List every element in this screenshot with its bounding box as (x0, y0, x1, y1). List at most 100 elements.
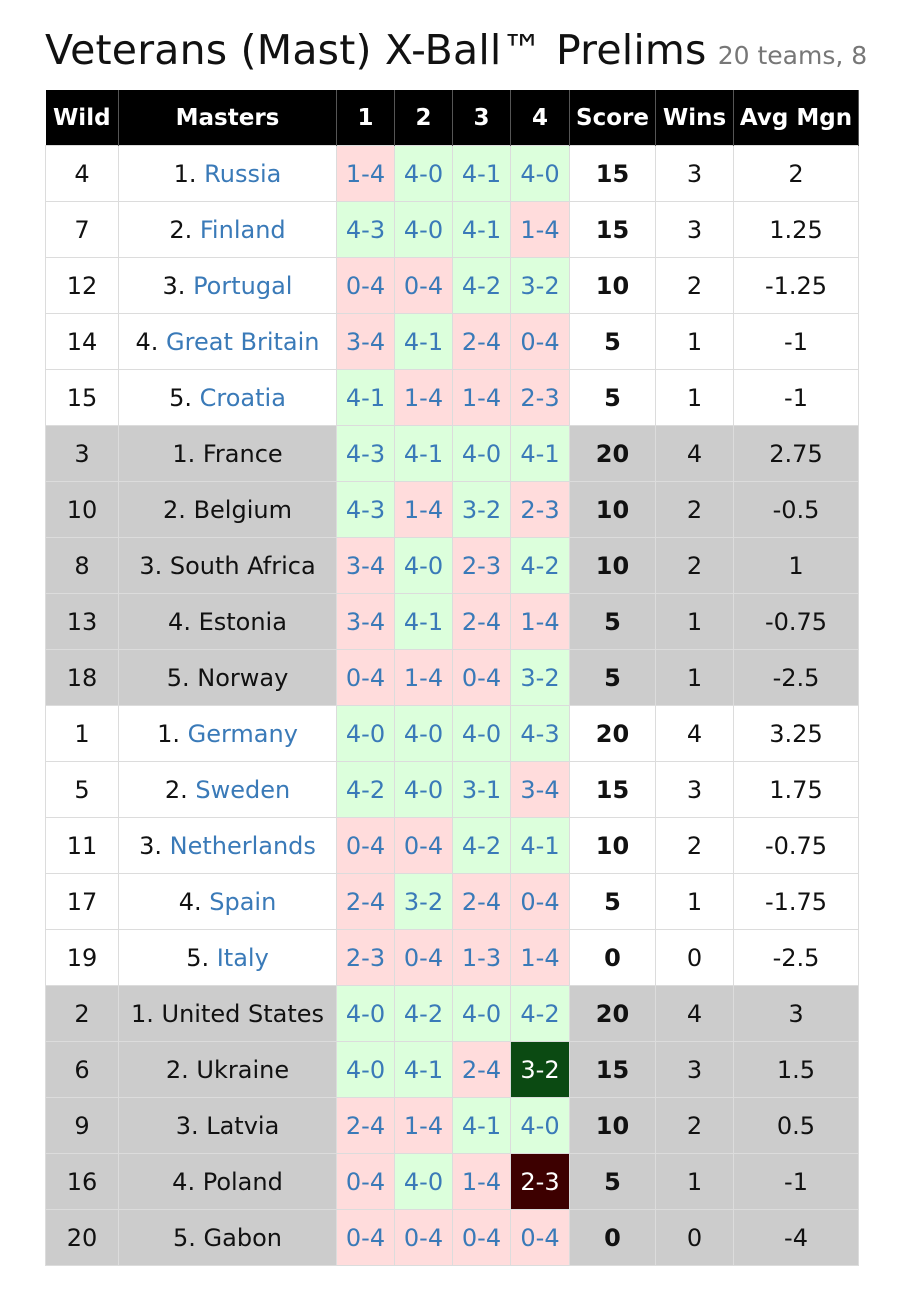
game-result-cell[interactable]: 2-4 (336, 873, 395, 930)
game-result-cell[interactable]: 2-4 (452, 873, 511, 930)
game-result-cell[interactable]: 1-4 (510, 593, 570, 650)
game-result-cell[interactable]: 3-2 (452, 481, 511, 538)
team-link[interactable]: Germany (187, 719, 298, 748)
col-header-avg-margin[interactable]: Avg Mgn (733, 90, 859, 146)
game-result-cell[interactable]: 0-4 (336, 257, 395, 314)
game-result-cell[interactable]: 4-1 (394, 1041, 453, 1098)
game-result-cell[interactable]: 4-3 (336, 201, 395, 258)
game-result-cell[interactable]: 4-2 (336, 761, 395, 818)
game-result-cell[interactable]: 3-2 (510, 649, 570, 706)
team-link[interactable]: Russia (204, 159, 282, 188)
game-result-cell[interactable]: 4-0 (394, 1153, 453, 1210)
game-result-cell[interactable]: 4-2 (452, 257, 511, 314)
game-result-cell[interactable]: 0-4 (394, 929, 453, 986)
game-result-cell[interactable]: 2-3 (510, 1153, 570, 1210)
game-result-cell[interactable]: 1-4 (336, 145, 395, 202)
game-result-cell[interactable]: 4-1 (452, 1097, 511, 1154)
game-result-cell[interactable]: 2-4 (452, 313, 511, 370)
game-result-cell[interactable]: 4-1 (394, 425, 453, 482)
game-result-cell[interactable]: 4-3 (336, 425, 395, 482)
game-result-cell[interactable]: 4-2 (394, 985, 453, 1042)
game-result-cell[interactable]: 4-2 (452, 817, 511, 874)
game-result-cell[interactable]: 4-1 (336, 369, 395, 426)
game-result-cell[interactable]: 2-3 (510, 481, 570, 538)
game-result-cell[interactable]: 1-4 (394, 369, 453, 426)
game-result-cell[interactable]: 0-4 (452, 1209, 511, 1266)
game-result-cell[interactable]: 1-4 (394, 649, 453, 706)
game-result-cell[interactable]: 0-4 (394, 257, 453, 314)
game-result-cell[interactable]: 4-0 (336, 1041, 395, 1098)
game-result-cell[interactable]: 4-0 (394, 705, 453, 762)
game-result-cell[interactable]: 4-0 (336, 705, 395, 762)
game-result-cell[interactable]: 4-0 (336, 985, 395, 1042)
game-result-cell[interactable]: 0-4 (510, 873, 570, 930)
game-result-cell[interactable]: 0-4 (452, 649, 511, 706)
game-result-cell[interactable]: 2-3 (510, 369, 570, 426)
game-result-cell[interactable]: 4-1 (510, 425, 570, 482)
game-result-cell[interactable]: 4-0 (394, 761, 453, 818)
game-result-cell[interactable]: 3-2 (510, 257, 570, 314)
game-result-cell[interactable]: 1-3 (452, 929, 511, 986)
game-result-cell[interactable]: 4-0 (510, 1097, 570, 1154)
game-result-cell[interactable]: 2-4 (452, 593, 511, 650)
game-result-cell[interactable]: 0-4 (336, 649, 395, 706)
game-result-cell[interactable]: 1-4 (510, 201, 570, 258)
game-result-cell[interactable]: 4-1 (394, 313, 453, 370)
team-link[interactable]: Great Britain (166, 327, 320, 356)
team-link[interactable]: Finland (199, 215, 286, 244)
team-link[interactable]: Spain (209, 887, 277, 916)
game-result-cell[interactable]: 4-1 (510, 817, 570, 874)
game-result-cell[interactable]: 1-4 (510, 929, 570, 986)
game-result-cell[interactable]: 2-4 (336, 1097, 395, 1154)
game-result-cell[interactable]: 3-2 (394, 873, 453, 930)
game-result-cell[interactable]: 4-1 (394, 593, 453, 650)
game-result-cell[interactable]: 0-4 (394, 1209, 453, 1266)
team-link[interactable]: Portugal (193, 271, 293, 300)
team-link[interactable]: Netherlands (169, 831, 316, 860)
game-result-cell[interactable]: 4-0 (452, 705, 511, 762)
game-result-cell[interactable]: 3-4 (336, 593, 395, 650)
game-result-cell[interactable]: 0-4 (510, 313, 570, 370)
game-result-cell[interactable]: 3-2 (510, 1041, 570, 1098)
game-result-cell[interactable]: 4-3 (510, 705, 570, 762)
game-result-cell[interactable]: 1-4 (452, 369, 511, 426)
col-header-wild[interactable]: Wild (45, 90, 119, 146)
team-link[interactable]: Italy (216, 943, 269, 972)
game-result-cell[interactable]: 4-3 (336, 481, 395, 538)
game-result-cell[interactable]: 3-1 (452, 761, 511, 818)
game-result-cell[interactable]: 1-4 (452, 1153, 511, 1210)
game-result-cell[interactable]: 2-4 (452, 1041, 511, 1098)
col-header-masters[interactable]: Masters (118, 90, 337, 146)
game-result-cell[interactable]: 0-4 (336, 1209, 395, 1266)
game-result-cell[interactable]: 0-4 (394, 817, 453, 874)
game-result-cell[interactable]: 4-0 (394, 537, 453, 594)
col-header-game-4[interactable]: 4 (510, 90, 570, 146)
team-link[interactable]: Croatia (199, 383, 286, 412)
game-result-cell[interactable]: 1-4 (394, 481, 453, 538)
game-result-cell[interactable]: 4-2 (510, 985, 570, 1042)
col-header-score[interactable]: Score (569, 90, 656, 146)
game-result-cell[interactable]: 4-0 (394, 201, 453, 258)
game-result-cell[interactable]: 4-0 (452, 985, 511, 1042)
col-header-wins[interactable]: Wins (655, 90, 734, 146)
game-result-cell[interactable]: 0-4 (336, 1153, 395, 1210)
game-result-cell[interactable]: 4-1 (452, 145, 511, 202)
col-header-game-3[interactable]: 3 (452, 90, 511, 146)
game-result-cell[interactable]: 3-4 (336, 537, 395, 594)
game-result-cell[interactable]: 3-4 (510, 761, 570, 818)
game-result-cell[interactable]: 2-3 (336, 929, 395, 986)
game-result-cell[interactable]: 4-0 (394, 145, 453, 202)
game-result-cell[interactable]: 4-2 (510, 537, 570, 594)
game-result-cell[interactable]: 0-4 (336, 817, 395, 874)
game-result-cell[interactable]: 4-0 (510, 145, 570, 202)
game-result-cell[interactable]: 0-4 (510, 1209, 570, 1266)
game-result-cell[interactable]: 4-0 (452, 425, 511, 482)
game-result-cell[interactable]: 3-4 (336, 313, 395, 370)
team-link[interactable]: Sweden (195, 775, 291, 804)
col-header-game-2[interactable]: 2 (394, 90, 453, 146)
game-result-cell[interactable]: 2-3 (452, 537, 511, 594)
col-header-game-1[interactable]: 1 (336, 90, 395, 146)
table-row: 15 5. Croatia 4-1 1-4 1-4 2-3 5 1 -1 (45, 369, 859, 426)
game-result-cell[interactable]: 4-1 (452, 201, 511, 258)
game-result-cell[interactable]: 1-4 (394, 1097, 453, 1154)
